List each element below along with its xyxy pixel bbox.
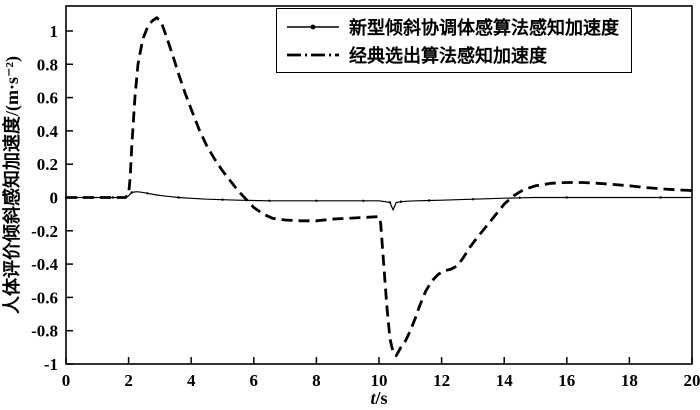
svg-text:8: 8 xyxy=(312,371,321,390)
svg-text:人体评价倾斜感知加速度/(m·s⁻²): 人体评价倾斜感知加速度/(m·s⁻²) xyxy=(1,56,23,314)
svg-text:-1: -1 xyxy=(44,355,58,374)
svg-text:18: 18 xyxy=(621,371,638,390)
svg-text:0.2: 0.2 xyxy=(37,155,58,174)
svg-text:0: 0 xyxy=(62,371,71,390)
svg-text:12: 12 xyxy=(433,371,450,390)
svg-text:0.6: 0.6 xyxy=(37,89,58,108)
legend-item-classic-algorithm: 经典选出算法感知加速度 xyxy=(285,42,619,67)
svg-text:20: 20 xyxy=(684,371,700,390)
svg-text:6: 6 xyxy=(250,371,259,390)
svg-text:t/s: t/s xyxy=(370,388,387,408)
svg-text:10: 10 xyxy=(371,371,388,390)
svg-text:-0.4: -0.4 xyxy=(31,255,58,274)
svg-text:0.8: 0.8 xyxy=(37,55,58,74)
legend-line-solid-dot-sample xyxy=(287,24,339,29)
chart-legend: 新型倾斜协调体感算法感知加速度 经典选出算法感知加速度 xyxy=(276,8,632,73)
legend-label-new-algorithm: 新型倾斜协调体感算法感知加速度 xyxy=(349,17,619,38)
svg-text:0: 0 xyxy=(50,188,59,207)
legend-label-classic-algorithm: 经典选出算法感知加速度 xyxy=(349,45,547,66)
svg-text:4: 4 xyxy=(187,371,196,390)
svg-text:-0.8: -0.8 xyxy=(31,322,58,341)
svg-text:0.4: 0.4 xyxy=(37,122,59,141)
svg-text:-0.2: -0.2 xyxy=(31,222,58,241)
svg-text:-0.6: -0.6 xyxy=(31,288,58,307)
svg-text:1: 1 xyxy=(50,22,59,41)
legend-line-dash-dot-sample xyxy=(287,53,339,56)
svg-text:2: 2 xyxy=(124,371,133,390)
svg-text:14: 14 xyxy=(496,371,514,390)
svg-text:16: 16 xyxy=(558,371,575,390)
legend-item-new-algorithm: 新型倾斜协调体感算法感知加速度 xyxy=(285,14,619,39)
